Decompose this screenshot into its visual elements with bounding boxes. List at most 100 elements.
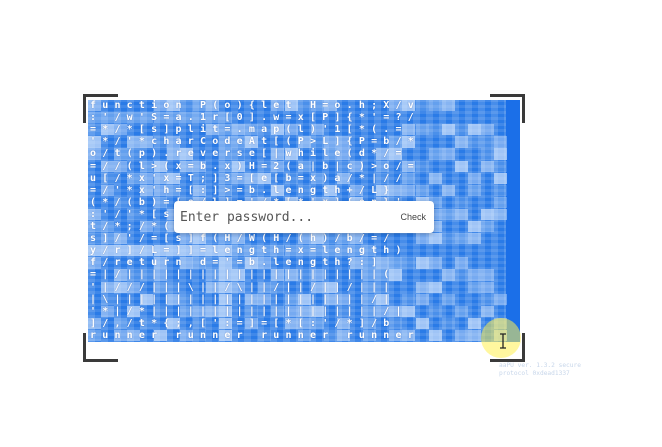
mosaic-cell — [467, 281, 481, 293]
mosaic-cell — [389, 305, 403, 317]
mosaic-cell — [389, 184, 403, 196]
mosaic-cell — [271, 305, 285, 317]
mosaic-cell — [284, 124, 298, 136]
mosaic-cell — [454, 124, 468, 136]
mosaic-cell — [245, 184, 259, 196]
mosaic-cell — [219, 112, 232, 124]
mosaic-cell — [415, 293, 429, 305]
mosaic-cell — [127, 148, 141, 160]
mosaic-cell — [454, 269, 468, 281]
mosaic-cell — [336, 233, 350, 245]
mosaic-cell — [127, 172, 141, 184]
mosaic-cell — [467, 172, 481, 184]
mosaic-cell — [219, 317, 232, 330]
code-row: |\|||||||||||||||||||||/| — [90, 293, 396, 305]
text-cursor-icon — [500, 333, 506, 349]
mosaic-cell — [494, 148, 508, 160]
mosaic-cell — [192, 160, 206, 172]
mosaic-cell — [127, 305, 141, 317]
mosaic-cell — [323, 184, 337, 196]
mosaic-cell — [153, 112, 167, 124]
mosaic-cell — [127, 112, 141, 124]
code-row: '|///|||\||/\||/||/||/||| — [90, 281, 396, 293]
mosaic-cell — [179, 245, 193, 257]
mosaic-cell — [101, 112, 115, 124]
mosaic-cell — [219, 329, 232, 342]
mosaic-cell — [88, 208, 101, 221]
mosaic-cell — [258, 293, 272, 305]
version-info: aaPU ver. 1.3.2 secure protocol 0xdead13… — [499, 362, 581, 378]
mosaic-cell — [114, 196, 128, 209]
mosaic-cell — [310, 269, 324, 281]
mosaic-cell — [363, 317, 377, 330]
mosaic-cell — [402, 257, 416, 269]
mosaic-cell — [402, 293, 416, 305]
code-row: '*|/*|||||||||||||||||||/| — [90, 305, 408, 317]
mosaic-cell — [166, 221, 180, 233]
mosaic-cell — [101, 124, 115, 136]
mosaic-cell — [219, 184, 232, 196]
mosaic-cell — [88, 317, 101, 330]
mosaic-cell — [481, 136, 494, 148]
mosaic-cell — [297, 160, 311, 172]
mosaic-cell — [219, 148, 232, 160]
mosaic-cell — [454, 329, 468, 342]
mosaic-cell — [271, 184, 285, 196]
password-input[interactable] — [178, 208, 382, 226]
mosaic-cell — [205, 281, 219, 293]
mosaic-cell — [140, 160, 154, 172]
mosaic-cell — [323, 233, 337, 245]
mosaic-cell — [258, 281, 272, 293]
mosaic-cell — [297, 100, 311, 112]
mosaic-cell — [310, 317, 324, 330]
mosaic-cell — [467, 124, 481, 136]
code-row: '*/'*charCodeAt[(P>L]{P=b/* — [90, 136, 420, 148]
mosaic-cell — [376, 305, 390, 317]
mosaic-cell — [114, 329, 128, 342]
mosaic-cell — [88, 245, 101, 257]
mosaic-cell — [467, 136, 481, 148]
mosaic-cell — [258, 172, 272, 184]
mosaic-cell — [219, 293, 232, 305]
mosaic-cell — [481, 269, 494, 281]
mosaic-cell — [179, 305, 193, 317]
mosaic-cell — [219, 172, 232, 184]
mosaic-cell — [336, 329, 350, 342]
mosaic-cell — [232, 124, 246, 136]
mosaic-cell — [297, 184, 311, 196]
mosaic-cell — [494, 136, 508, 148]
version-line: aaPU ver. 1.3.2 secure — [499, 362, 581, 369]
mosaic-cell — [232, 172, 246, 184]
mosaic-cell — [415, 124, 429, 136]
mosaic-cell — [441, 208, 455, 221]
mosaic-cell — [179, 148, 193, 160]
mosaic-cell — [467, 184, 481, 196]
mosaic-cell — [166, 100, 180, 112]
mosaic-cell — [441, 148, 455, 160]
mosaic-cell — [297, 136, 311, 148]
password-form: Check — [174, 201, 434, 233]
mosaic-cell — [153, 245, 167, 257]
mosaic-cell — [166, 208, 180, 221]
mosaic-cell — [192, 233, 206, 245]
mosaic-cell — [114, 245, 128, 257]
mosaic-cell — [389, 148, 403, 160]
mosaic-cell — [336, 245, 350, 257]
mosaic-cell — [389, 317, 403, 330]
mosaic-cell — [179, 329, 193, 342]
mosaic-cell — [310, 281, 324, 293]
mosaic-cell — [363, 293, 377, 305]
mosaic-cell — [481, 160, 494, 172]
mosaic-cell — [245, 305, 259, 317]
mosaic-cell — [166, 293, 180, 305]
mosaic-cell — [140, 136, 154, 148]
mosaic-cell — [232, 136, 246, 148]
mosaic-cell — [441, 317, 455, 330]
mosaic-cell — [127, 281, 141, 293]
mosaic-cell — [166, 317, 180, 330]
check-button[interactable]: Check — [400, 212, 426, 222]
mosaic-cell — [219, 305, 232, 317]
mosaic-cell — [205, 269, 219, 281]
mosaic-cell — [101, 221, 115, 233]
mosaic-cell — [454, 305, 468, 317]
